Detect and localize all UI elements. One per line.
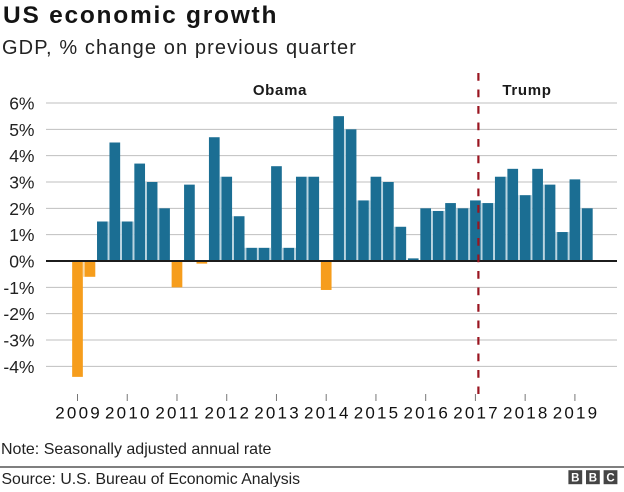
svg-text:Obama: Obama (253, 82, 307, 99)
svg-text:2016: 2016 (403, 404, 450, 423)
svg-text:2010: 2010 (105, 404, 152, 423)
svg-text:0%: 0% (9, 252, 34, 272)
svg-text:2009: 2009 (55, 404, 102, 423)
svg-text:1%: 1% (9, 225, 34, 245)
svg-text:2015: 2015 (354, 404, 401, 423)
svg-text:-2%: -2% (3, 304, 34, 324)
svg-text:2%: 2% (9, 199, 34, 219)
svg-text:Note: Seasonally adjusted annu: Note: Seasonally adjusted annual rate (1, 441, 272, 458)
svg-text:2013: 2013 (254, 404, 301, 423)
svg-text:2011: 2011 (155, 404, 200, 423)
svg-text:2014: 2014 (304, 404, 351, 423)
svg-text:US economic growth: US economic growth (3, 2, 278, 29)
svg-text:-1%: -1% (3, 278, 34, 298)
svg-text:3%: 3% (9, 173, 34, 193)
svg-text:Source: U.S. Bureau of Economi: Source: U.S. Bureau of Economic Analysis (2, 471, 301, 487)
svg-text:C: C (606, 473, 614, 485)
svg-text:2017: 2017 (453, 404, 500, 423)
svg-text:-4%: -4% (3, 357, 34, 377)
svg-text:6%: 6% (9, 94, 34, 114)
svg-text:4%: 4% (9, 146, 34, 166)
svg-text:2019: 2019 (553, 404, 600, 423)
svg-text:2018: 2018 (503, 404, 550, 423)
svg-text:B: B (589, 473, 597, 485)
svg-text:GDP, % change on previous quar: GDP, % change on previous quarter (2, 37, 357, 59)
svg-text:5%: 5% (9, 120, 34, 140)
svg-text:B: B (571, 473, 579, 485)
svg-text:Trump: Trump (502, 82, 551, 99)
svg-text:-3%: -3% (3, 331, 34, 351)
svg-text:2012: 2012 (205, 404, 252, 423)
